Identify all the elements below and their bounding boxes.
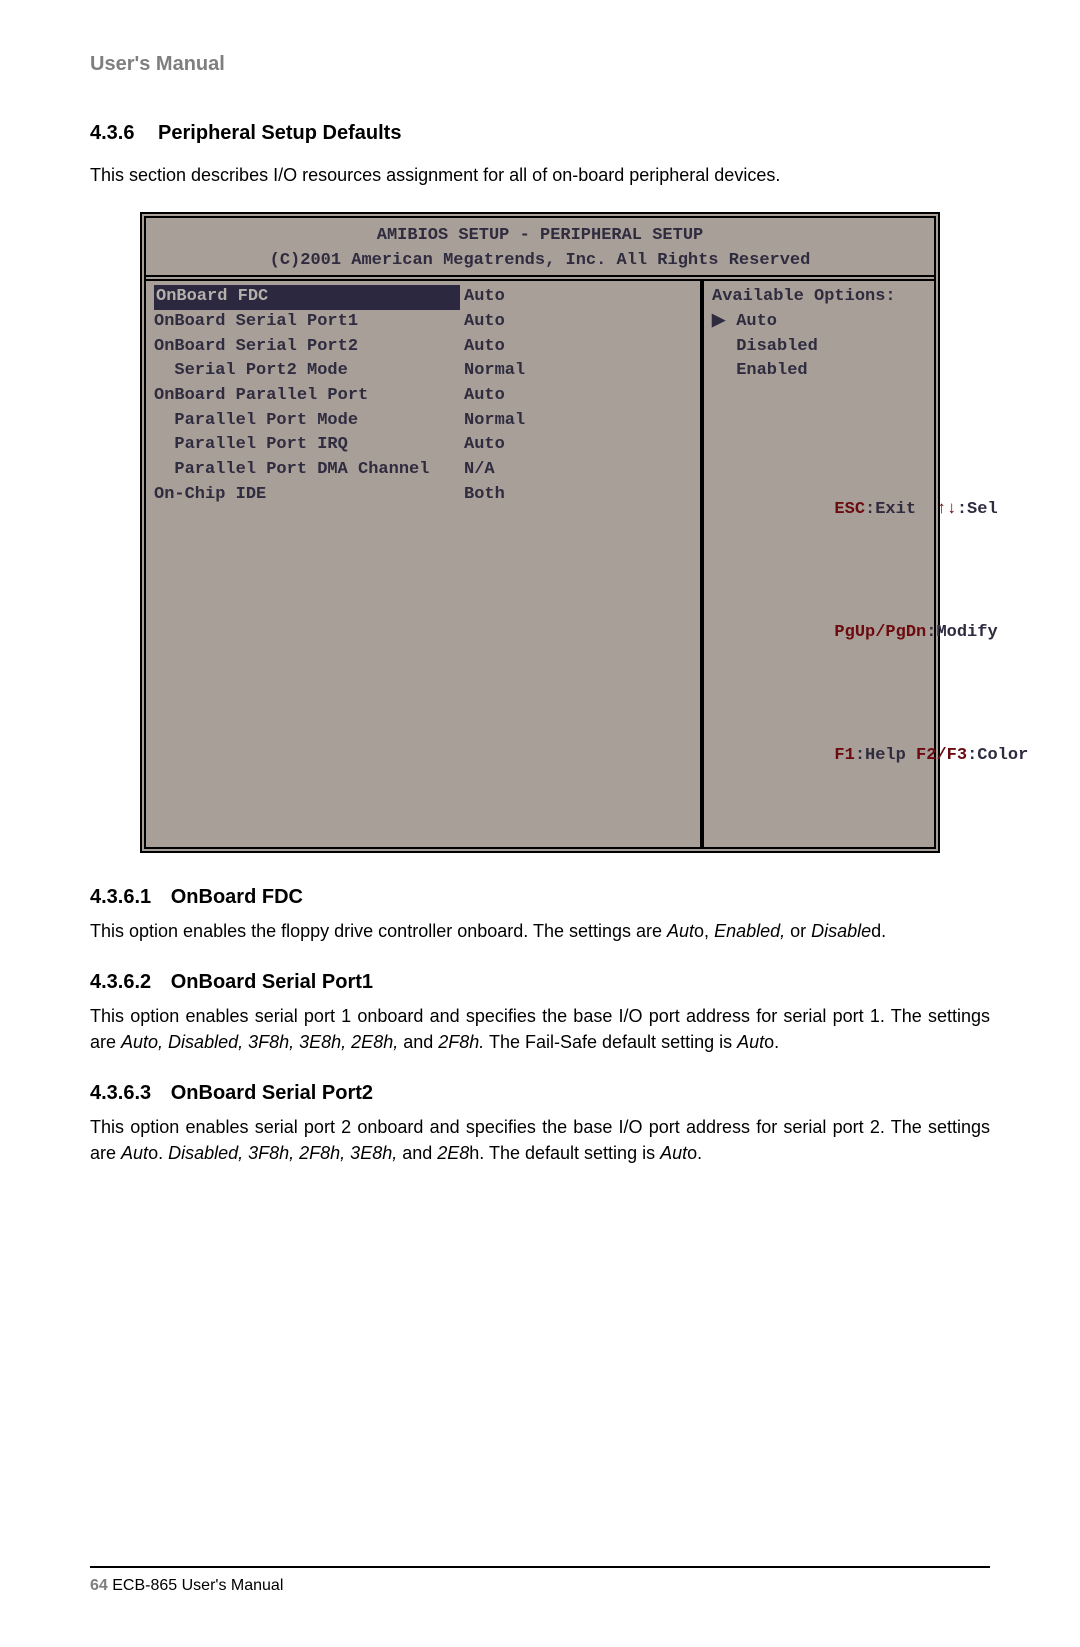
bios-key-arrows-txt: :Sel: [957, 500, 998, 519]
bios-title: AMIBIOS SETUP - PERIPHERAL SETUP (C)2001…: [146, 218, 934, 275]
subsection-heading: 4.3.6.2 OnBoard Serial Port1: [90, 968, 990, 997]
bios-setting-label: OnBoard Serial Port2: [154, 335, 464, 360]
text-run: o,: [694, 921, 714, 941]
bios-setting-row: Parallel Port IRQAuto: [154, 433, 692, 458]
text-run: This option enables the floppy drive con…: [90, 921, 667, 941]
bios-key-f1: F1: [834, 746, 854, 765]
bios-option: Disabled: [712, 335, 926, 360]
text-run: and: [398, 1032, 438, 1052]
bios-setting-label: On-Chip IDE: [154, 483, 464, 508]
bios-option-pointer-icon: ▶: [712, 310, 726, 335]
subsection-body: This option enables the floppy drive con…: [90, 918, 990, 944]
bios-key-arrows: ↑↓: [936, 500, 956, 519]
text-run: o.: [764, 1032, 779, 1052]
section-intro: This section describes I/O resources ass…: [90, 162, 990, 188]
subsection-heading: 4.3.6.3 OnBoard Serial Port2: [90, 1079, 990, 1108]
text-run: o.: [687, 1143, 702, 1163]
bios-setting-value: Auto: [464, 384, 505, 409]
bios-option: Enabled: [712, 359, 926, 384]
text-run-italic: Enabled,: [714, 921, 785, 941]
bios-key-pg-txt: :Modify: [926, 623, 997, 642]
bios-options-panel: Available Options: ▶ Auto Disabled Enabl…: [704, 281, 934, 846]
subsection-title: OnBoard Serial Port2: [171, 1082, 373, 1104]
bios-setting-label: Serial Port2 Mode: [154, 359, 464, 384]
bios-setting-value: Both: [464, 483, 505, 508]
bios-screenshot: AMIBIOS SETUP - PERIPHERAL SETUP (C)2001…: [90, 212, 990, 853]
text-run: d.: [871, 921, 886, 941]
text-run: o.: [148, 1143, 168, 1163]
bios-setting-value: Auto: [464, 335, 505, 360]
bios-setting-label: OnBoard Parallel Port: [154, 384, 464, 409]
bios-option: ▶ Auto: [712, 310, 926, 335]
bios-body: OnBoard FDCAutoOnBoard Serial Port1AutoO…: [146, 275, 934, 846]
bios-setting-value: Normal: [464, 409, 525, 434]
text-run: h. The default setting is: [469, 1143, 660, 1163]
subsection-body: This option enables serial port 2 onboar…: [90, 1114, 990, 1166]
footer-page-number: 64: [90, 1577, 108, 1594]
subsection-title: OnBoard FDC: [171, 886, 303, 908]
bios-setting-value: Auto: [464, 310, 505, 335]
bios-options-title: Available Options:: [712, 285, 926, 310]
bios-setting-label: OnBoard Serial Port1: [154, 310, 464, 335]
bios-key-hints: ESC:Exit ↑↓:Sel PgUp/PgDn:Modify F1:Help…: [712, 424, 926, 843]
bios-title-line2: (C)2001 American Megatrends, Inc. All Ri…: [146, 249, 934, 274]
bios-settings-panel: OnBoard FDCAutoOnBoard Serial Port1AutoO…: [146, 281, 704, 846]
bios-key-esc-txt: :Exit: [865, 500, 916, 519]
bios-setting-value: N/A: [464, 458, 495, 483]
bios-key-f23-txt: :Color: [967, 746, 1028, 765]
bios-setting-value: Normal: [464, 359, 525, 384]
text-run-italic: 2F8h.: [438, 1032, 484, 1052]
bios-setting-row: On-Chip IDEBoth: [154, 483, 692, 508]
text-run-italic: Aut: [737, 1032, 764, 1052]
text-run: or: [785, 921, 811, 941]
subsection-number: 4.3.6.3: [90, 1079, 151, 1108]
footer-manual-name: ECB-865 User's Manual: [108, 1577, 284, 1594]
text-run-italic: 2E8: [437, 1143, 469, 1163]
bios-options-block: Available Options: ▶ Auto Disabled Enabl…: [712, 285, 926, 384]
text-run-italic: Auto, Disabled, 3F8h, 3E8h, 2E8h,: [121, 1032, 398, 1052]
bios-setting-label: Parallel Port IRQ: [154, 433, 464, 458]
text-run-italic: Disabled, 3F8h, 2F8h, 3E8h,: [168, 1143, 397, 1163]
bios-key-esc: ESC: [834, 500, 865, 519]
bios-setting-row: Parallel Port DMA ChannelN/A: [154, 458, 692, 483]
text-run-italic: Aut: [660, 1143, 687, 1163]
section-heading: 4.3.6 Peripheral Setup Defaults: [90, 119, 990, 148]
text-run: The Fail-Safe default setting is: [484, 1032, 737, 1052]
bios-key-f23: F2/F3: [916, 746, 967, 765]
page-header: User's Manual: [90, 50, 990, 79]
bios-option-label: Auto: [726, 312, 777, 331]
text-run-italic: Aut: [667, 921, 694, 941]
bios-setting-label: OnBoard FDC: [154, 285, 464, 310]
bios-frame: AMIBIOS SETUP - PERIPHERAL SETUP (C)2001…: [140, 212, 940, 853]
bios-options-list: ▶ Auto Disabled Enabled: [712, 310, 926, 384]
subsection-number: 4.3.6.2: [90, 968, 151, 997]
section-title: Peripheral Setup Defaults: [158, 122, 401, 144]
bios-setting-row: OnBoard Serial Port1Auto: [154, 310, 692, 335]
text-run: and: [397, 1143, 437, 1163]
bios-key-f1-txt: :Help: [855, 746, 916, 765]
bios-option-label: Disabled: [726, 337, 818, 356]
bios-setting-row: OnBoard FDCAuto: [154, 285, 692, 310]
bios-setting-row: Parallel Port ModeNormal: [154, 409, 692, 434]
bios-setting-value: Auto: [464, 433, 505, 458]
bios-setting-value: Auto: [464, 285, 505, 310]
subsection-body: This option enables serial port 1 onboar…: [90, 1003, 990, 1055]
footer-rule: [90, 1566, 990, 1568]
text-run-italic: Disable: [811, 921, 871, 941]
subsection-title: OnBoard Serial Port1: [171, 971, 373, 993]
section-number: 4.3.6: [90, 119, 134, 148]
subsection-number: 4.3.6.1: [90, 883, 151, 912]
text-run-italic: Aut: [121, 1143, 148, 1163]
subsection-heading: 4.3.6.1 OnBoard FDC: [90, 883, 990, 912]
bios-setting-row: OnBoard Serial Port2Auto: [154, 335, 692, 360]
bios-setting-row: Serial Port2 ModeNormal: [154, 359, 692, 384]
bios-key-pg: PgUp/PgDn: [834, 623, 926, 642]
page-footer: 64 ECB-865 User's Manual: [90, 1574, 990, 1597]
bios-setting-label: Parallel Port Mode: [154, 409, 464, 434]
bios-setting-highlight: OnBoard FDC: [154, 285, 460, 310]
bios-title-line1: AMIBIOS SETUP - PERIPHERAL SETUP: [146, 224, 934, 249]
bios-option-label: Enabled: [726, 361, 808, 380]
bios-setting-label: Parallel Port DMA Channel: [154, 458, 464, 483]
bios-setting-row: OnBoard Parallel PortAuto: [154, 384, 692, 409]
